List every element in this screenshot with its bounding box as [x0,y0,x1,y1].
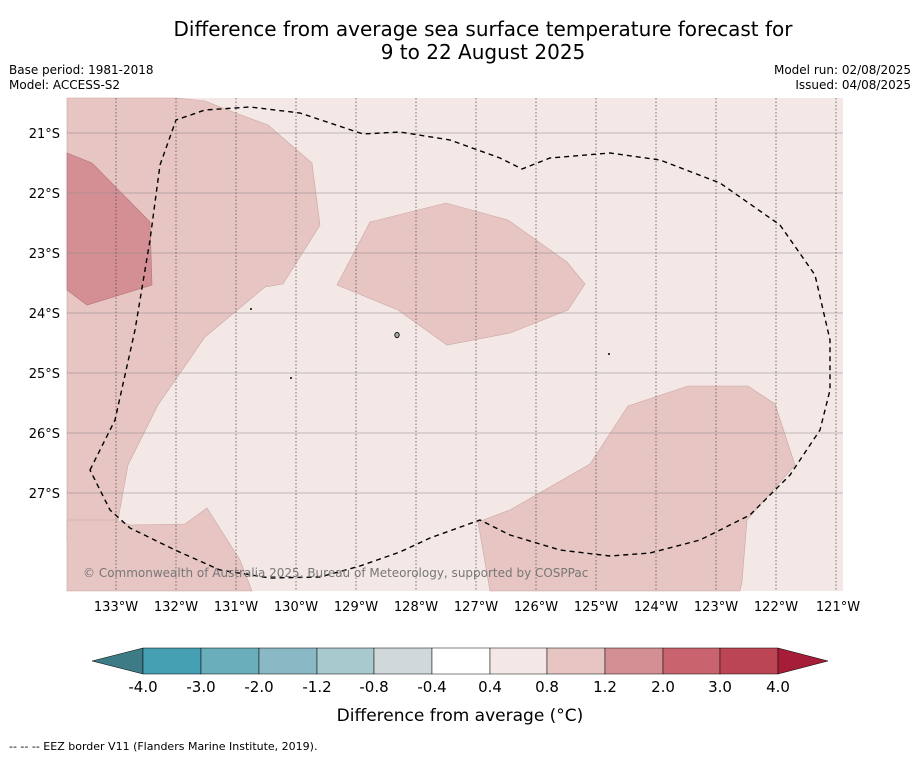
island-marker [250,308,252,310]
colorbar-segment [200,647,260,675]
colorbar-tick: -0.8 [359,678,388,696]
lat-label: 27°S [29,487,60,502]
colorbar-tick: -1.2 [302,678,331,696]
colorbar-segment [142,647,202,675]
lon-label: 133°W [94,600,138,615]
colorbar-label: Difference from average (°C) [337,706,584,726]
lat-label: 26°S [29,427,60,442]
map-area: © Commonwealth of Australia 2025, Bureau… [66,97,843,592]
longitude-gridlines [115,98,837,591]
lon-label: 125°W [574,600,618,615]
colorbar-tick: 4.0 [766,678,790,696]
lon-label: 130°W [274,600,318,615]
anomaly-region-central [336,202,586,346]
lon-label: 127°W [454,600,498,615]
colorbar-tick: -4.0 [128,678,157,696]
lat-label: 23°S [29,247,60,262]
model-run: Model run: 02/08/2025 [773,63,911,77]
map-title: Difference from average sea surface temp… [140,18,826,64]
colorbar-high-extend [777,647,829,675]
meta-left: Base period: 1981-2018 Model: ACCESS-S2 [9,63,154,93]
colorbar-segment [719,647,779,675]
colorbar-segment [258,647,318,675]
lon-label: 121°W [816,600,860,615]
colorbar [91,647,829,675]
lon-label: 124°W [634,600,678,615]
eez-border [89,106,831,579]
colorbar-segment [604,647,664,675]
colorbar-tick: -2.0 [244,678,273,696]
latitude-gridlines [67,132,843,494]
lon-label: 131°W [214,600,258,615]
colorbar-segment [431,647,491,675]
model-name: Model: ACCESS-S2 [9,78,121,92]
base-period: Base period: 1981-2018 [9,63,154,77]
island-marker [608,353,610,355]
island-marker [394,331,400,339]
colorbar-segment [489,647,548,675]
colorbar-tick: 0.4 [478,678,502,696]
colorbar-segment [546,647,606,675]
island-marker [290,377,292,379]
title-line-1: Difference from average sea surface temp… [173,17,793,41]
colorbar-tick: 3.0 [708,678,732,696]
lon-label: 126°W [514,600,558,615]
lat-label: 25°S [29,367,60,382]
colorbar-tick: 0.8 [535,678,559,696]
colorbar-segment [316,647,375,675]
anomaly-region-southwest [66,507,253,592]
colorbar-tick: 1.2 [593,678,617,696]
lon-label: 122°W [754,600,798,615]
latitude-labels: 21°S 22°S 23°S 24°S 25°S 26°S 27°S [29,127,60,502]
meta-right: Model run: 02/08/2025 Issued: 04/08/2025 [774,63,911,93]
lat-label: 22°S [29,187,60,202]
colorbar-tick: -0.4 [417,678,446,696]
copyright-text: © Commonwealth of Australia 2025, Bureau… [83,566,588,580]
colorbar-segment [662,647,721,675]
lon-label: 128°W [394,600,438,615]
colorbar-tick: -3.0 [186,678,215,696]
lat-label: 24°S [29,307,60,322]
lon-label: 132°W [154,600,198,615]
colorbar-ticks: -4.0 -3.0 -2.0 -1.2 -0.8 -0.4 0.4 0.8 1.… [128,678,790,696]
lat-label: 21°S [29,127,60,142]
colorbar-segment [373,647,433,675]
lon-label: 129°W [334,600,378,615]
issued-date: Issued: 04/08/2025 [795,78,911,92]
title-line-2: 9 to 22 August 2025 [380,40,586,64]
longitude-labels: 133°W 132°W 131°W 130°W 129°W 128°W 127°… [94,600,860,615]
eez-footnote: -- -- -- EEZ border V11 (Flanders Marine… [9,740,318,753]
colorbar-tick: 2.0 [651,678,675,696]
colorbar-low-extend [91,647,144,675]
lon-label: 123°W [694,600,738,615]
anomaly-region-warm [66,152,153,306]
